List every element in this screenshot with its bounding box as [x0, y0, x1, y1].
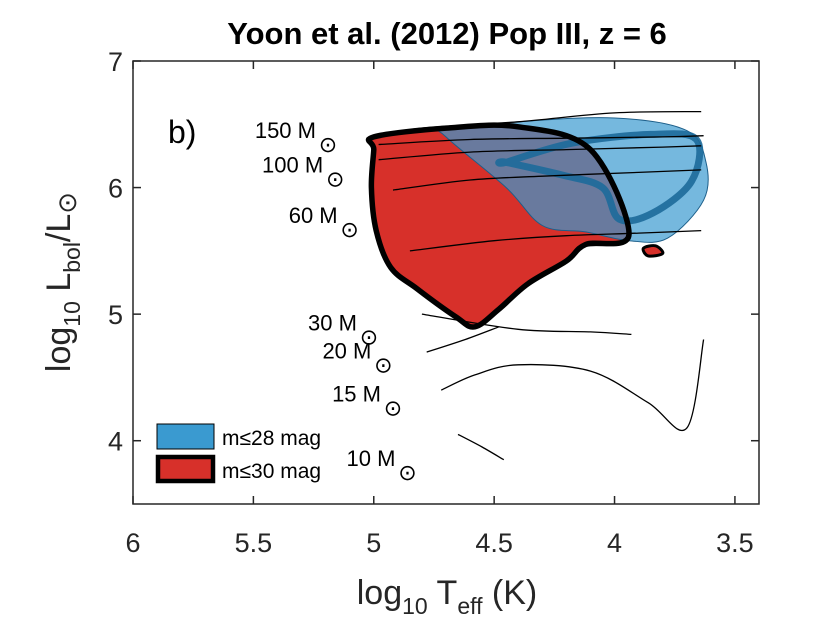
y-label-sub: 10	[59, 301, 85, 327]
track-30	[421, 313, 632, 336]
x-label-sub: 10	[402, 593, 428, 619]
x-tick-label: 4	[607, 528, 622, 558]
region-m30-outline	[365, 122, 632, 330]
y-tick-label: 6	[108, 174, 123, 204]
ticks-layer: 6 5.5 5 4.5 4 3.5 4 5 6 7	[108, 47, 759, 558]
legend-swatch-28	[156, 423, 215, 450]
track-100	[378, 135, 704, 146]
legend-label-30: m≤30 mag	[222, 460, 321, 483]
panel-label: b)	[168, 114, 196, 150]
mass-label: 10 M	[347, 446, 396, 471]
track-60	[392, 169, 702, 191]
track-150	[368, 110, 702, 138]
legend-label-28: m≤28 mag	[222, 427, 321, 450]
y-tick-label: 5	[108, 300, 123, 330]
mass-label: 20 M	[322, 338, 371, 363]
mass-label: 15 M	[332, 381, 381, 406]
x-label-prefix: log	[357, 574, 402, 612]
track-10	[457, 433, 505, 461]
x-tick-label: 4.5	[475, 528, 513, 558]
sun-symbol: ⊙	[326, 166, 344, 191]
x-label-mid: T	[428, 574, 458, 612]
mass-label: 100 M	[262, 152, 323, 177]
y-label-prefix: log	[40, 327, 78, 372]
track-100b	[378, 145, 702, 161]
y-label-mid: L	[40, 273, 78, 301]
tracks-layer	[368, 110, 705, 461]
sun-symbol: ⊙	[319, 132, 337, 157]
sun-symbol: ⊙	[384, 395, 402, 420]
x-tick-label: 5.5	[235, 528, 273, 558]
mass-label: 30 M	[308, 311, 357, 336]
y-label-mid2: /L	[40, 214, 78, 242]
x-tick-label: 3.5	[716, 528, 754, 558]
legend-swatch-30	[155, 454, 216, 484]
y-label-sub2: bol	[59, 242, 85, 273]
y-tick-label: 7	[108, 47, 123, 77]
mass-label: 60 M	[289, 203, 338, 228]
y-tick-label: 4	[108, 427, 123, 457]
x-tick-label: 6	[125, 528, 140, 558]
region-m28-contour	[495, 130, 704, 225]
y-label-sun: ⊙	[52, 192, 82, 214]
sun-symbol: ⊙	[398, 460, 416, 485]
track-15	[440, 339, 705, 432]
regions-layer	[365, 117, 709, 330]
mass-labels-layer: 150 M⊙100 M⊙60 M⊙30 M⊙20 M⊙15 M⊙10 M⊙	[255, 118, 417, 485]
legend: m≤28 mag m≤30 mag	[155, 423, 321, 484]
sun-symbol: ⊙	[340, 217, 358, 242]
sun-symbol: ⊙	[360, 325, 378, 350]
region-m30-patch	[641, 244, 665, 258]
x-tick-label: 5	[366, 528, 381, 558]
mass-label: 150 M	[255, 118, 316, 143]
track-40	[409, 229, 702, 252]
x-axis-label: log10 Teff (K)	[357, 574, 538, 619]
x-label-suffix: (K)	[482, 574, 537, 612]
plot-frame	[132, 60, 760, 505]
track-20	[426, 326, 500, 353]
y-axis-label: log10 Lbol/L⊙	[40, 192, 85, 372]
chart-title: Yoon et al. (2012) Pop III, z = 6	[227, 16, 667, 51]
x-label-sub2: eff	[457, 593, 483, 619]
sun-symbol: ⊙	[374, 352, 392, 377]
